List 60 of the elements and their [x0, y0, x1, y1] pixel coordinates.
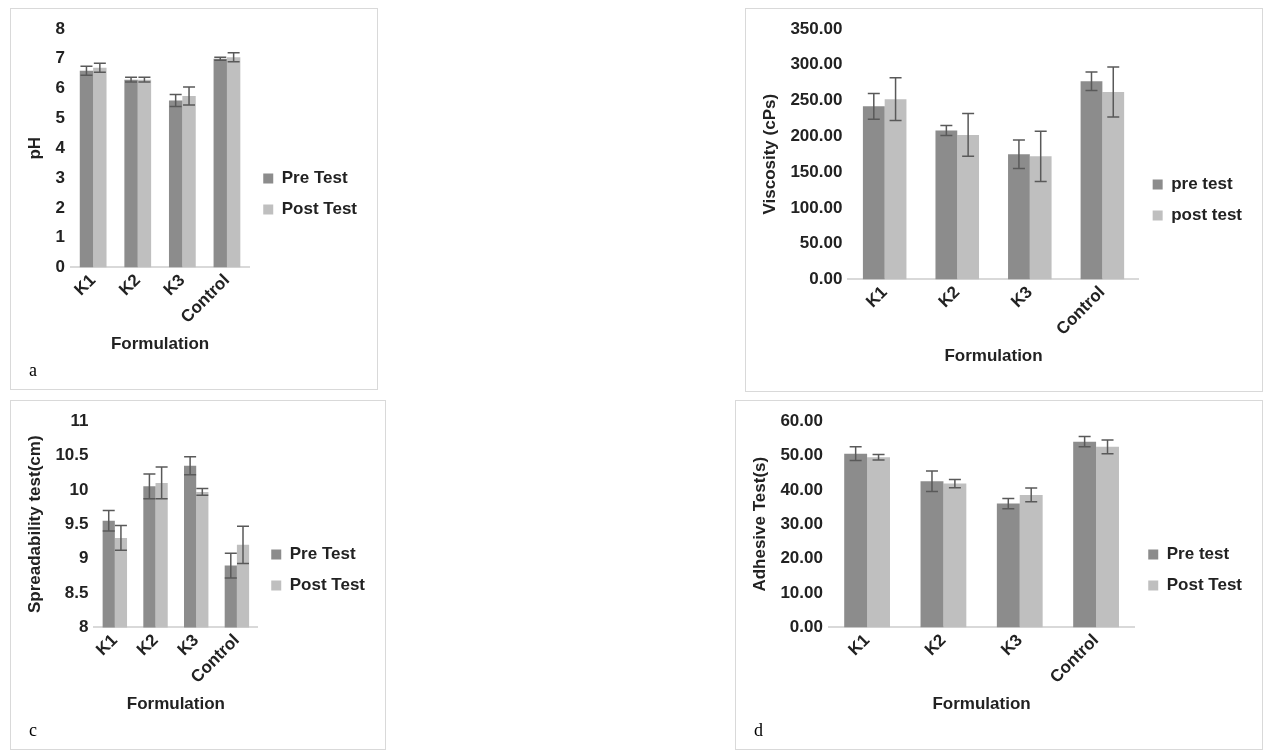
y-tick-label: 20.00 [780, 548, 823, 568]
legend-label: pre test [1171, 174, 1233, 194]
y-tick-label: 0 [55, 257, 65, 277]
x-tick-label: K2 [115, 270, 144, 300]
y-tick-label: 250.00 [790, 90, 843, 110]
x-tick-label: K3 [1007, 282, 1036, 312]
y-tick-label: 4 [55, 137, 66, 157]
x-tick-label: K1 [862, 282, 891, 312]
y-tick-label: 10.5 [55, 445, 89, 465]
legend-label: Pre Test [281, 168, 348, 188]
y-tick-label: 0.00 [789, 617, 823, 637]
y-tick-label: 5 [55, 108, 65, 128]
x-axis-title: Formulation [110, 334, 210, 354]
text: a [29, 360, 37, 381]
y-tick-label: 300.00 [790, 54, 843, 74]
y-tick-label: 0.00 [809, 269, 843, 289]
text: c [29, 720, 37, 741]
text: d [754, 720, 763, 741]
y-tick-label: 60.00 [780, 410, 823, 430]
x-tick-label: K1 [844, 630, 874, 660]
x-axis-title: Formulation [932, 694, 1031, 714]
y-axis-title: Spreadability test(cm) [24, 435, 44, 614]
x-tick-label: K1 [92, 630, 121, 660]
y-axis-title: Viscosity (cPs) [759, 93, 779, 215]
legend-label: Post Test [281, 199, 358, 219]
y-tick-label: 9.5 [64, 513, 89, 533]
x-tick-label: K1 [70, 270, 100, 300]
x-tick-label: K2 [920, 630, 950, 660]
y-tick-label: 8.5 [64, 582, 89, 602]
legend-label: Pre Test [289, 544, 356, 564]
y-tick-label: 40.00 [780, 479, 823, 499]
x-tick-label: K2 [934, 282, 964, 312]
y-axis-title: Adhesive Test(s) [749, 456, 769, 592]
y-tick-label: 30.00 [780, 513, 823, 533]
y-tick-label: 8 [55, 18, 65, 38]
x-tick-label: K3 [997, 630, 1026, 660]
legend-label: post test [1171, 205, 1243, 225]
y-tick-label: 150.00 [790, 161, 843, 181]
y-axis-title: pH [24, 136, 44, 160]
y-tick-label: 6 [55, 78, 65, 98]
y-tick-label: 50.00 [780, 445, 823, 465]
x-axis-title: Formulation [944, 346, 1043, 366]
legend-label: Post Test [1166, 575, 1243, 595]
y-tick-label: 9 [79, 548, 89, 568]
y-tick-label: 3 [55, 167, 65, 187]
x-axis-title: Formulation [126, 694, 225, 714]
legend-label: Pre test [1166, 544, 1230, 564]
y-tick-label: 200.00 [790, 126, 843, 146]
x-tick-label: K2 [132, 630, 162, 660]
y-tick-label: 350.00 [790, 18, 843, 38]
y-tick-label: 7 [55, 48, 65, 68]
y-tick-label: 10.00 [780, 582, 823, 602]
y-tick-label: 11 [70, 410, 89, 430]
y-tick-label: 2 [55, 197, 65, 217]
y-tick-label: 1 [55, 227, 65, 247]
y-tick-label: 10 [69, 479, 89, 499]
y-tick-label: 100.00 [790, 197, 843, 217]
legend-label: Post Test [289, 575, 366, 595]
y-tick-label: 8 [79, 617, 89, 637]
y-tick-label: 50.00 [799, 233, 843, 253]
